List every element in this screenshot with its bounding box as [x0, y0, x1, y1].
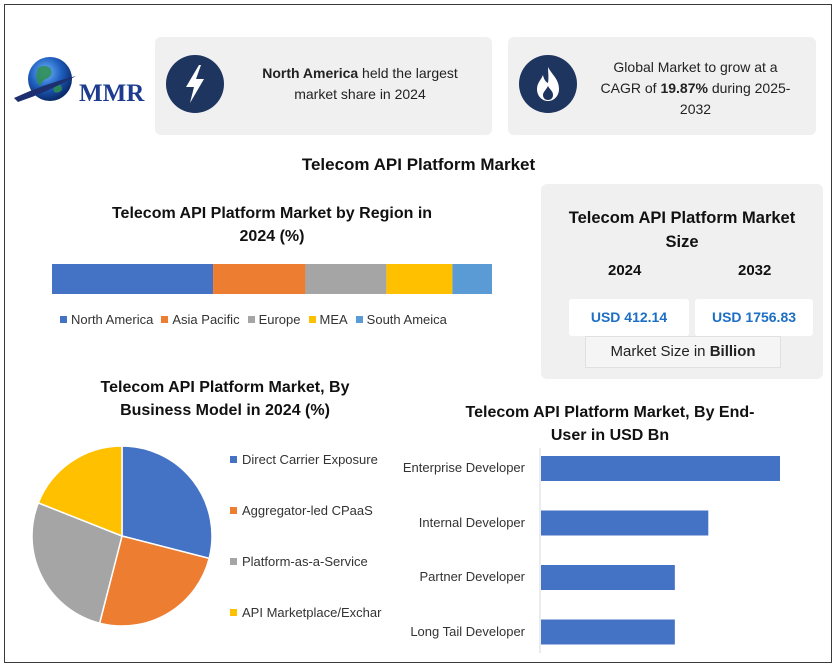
pie-slice-aggregator-led-cpaas	[98, 535, 211, 627]
end-user-bar-partner-developer	[541, 565, 675, 590]
legend-label: Europe	[258, 312, 301, 327]
unit-bold: Billion	[709, 343, 756, 360]
card-region-bold: North America	[262, 65, 359, 81]
highlight-card-region: North America held the largest market sh…	[155, 37, 492, 135]
region-legend-item-mea: MEA	[308, 312, 348, 327]
legend-label: Aggregator-led CPaaS	[242, 503, 373, 518]
region-stacked-bar	[52, 264, 492, 294]
legend-label: API Marketplace/Exchar	[242, 605, 382, 620]
value-2024: USD 412.14	[569, 299, 689, 336]
card-cagr-text: Global Market to grow at a CAGR of 19.87…	[588, 57, 803, 120]
legend-label: Direct Carrier Exposure	[242, 452, 378, 467]
region-legend-item-south-ameica: South Ameica	[355, 312, 447, 327]
pie-slice-direct-carrier-exposure	[121, 445, 213, 560]
value-2032: USD 1756.83	[695, 299, 813, 336]
region-chart-title: Telecom API Platform Market by Region in…	[52, 202, 492, 248]
unit-prefix: Market Size in	[610, 343, 710, 360]
legend-swatch	[230, 609, 237, 616]
end-user-chart-title: Telecom API Platform Market, By End- Use…	[420, 401, 800, 447]
business-model-pie	[31, 445, 213, 627]
end-user-bar-internal-developer	[541, 510, 709, 536]
region-segment-europe	[305, 264, 387, 294]
flame-icon	[537, 67, 559, 101]
card-cagr-line2-a: CAGR of	[600, 80, 661, 96]
card-cagr-line1: Global Market to grow at a	[613, 59, 778, 75]
highlight-card-cagr: Global Market to grow at a CAGR of 19.87…	[508, 37, 816, 135]
end-user-title-line2: User in USD Bn	[550, 427, 670, 444]
region-segment-south-ameica	[452, 264, 492, 294]
legend-label: South Ameica	[366, 312, 447, 327]
legend-label: North America	[71, 312, 154, 327]
market-size-title: Telecom API Platform Market Size	[541, 206, 823, 254]
region-legend: North America Asia Pacific Europe MEA South …	[60, 312, 447, 327]
business-model-title-line2: Business Model in 2024 (%)	[120, 402, 330, 419]
pie-legend-item-aggregator-led-cpaas: Aggregator-led CPaaS	[230, 503, 373, 518]
card-region-text: North America held the largest market sh…	[245, 63, 475, 105]
legend-swatch	[60, 316, 67, 323]
end-user-title-line1: Telecom API Platform Market, By End-	[465, 404, 755, 421]
market-size-title-line1: Telecom API Platform Market	[568, 209, 796, 227]
end-user-label-partner-developer: Partner Developer	[419, 569, 526, 584]
region-legend-item-asia-pacific: Asia Pacific	[161, 312, 240, 327]
lightning-bolt-icon	[186, 65, 204, 103]
region-segment-mea	[386, 264, 453, 294]
card-cagr-rate: 19.87%	[660, 80, 708, 96]
legend-swatch	[161, 316, 169, 323]
end-user-bar-long-tail-developer	[541, 619, 675, 645]
market-size-title-line2: Size	[665, 233, 699, 251]
card-cagr-line2-b: during 2025-	[707, 80, 791, 96]
card-icon-circle	[166, 55, 224, 113]
legend-label: MEA	[319, 312, 348, 327]
legend-swatch	[230, 558, 237, 565]
legend-label: Platform-as-a-Service	[242, 554, 368, 569]
card-region-rest: held the largest market share in 2024	[294, 65, 458, 102]
legend-swatch	[355, 316, 363, 323]
mmr-logo: MMR	[10, 52, 145, 114]
legend-swatch	[308, 316, 316, 323]
logo-text: MMR	[79, 80, 145, 107]
end-user-label-long-tail-developer: Long Tail Developer	[410, 623, 525, 639]
end-user-bar-chart	[539, 448, 780, 653]
market-size-unit: Market Size in Billion	[585, 336, 781, 368]
card-cagr-line3: 2032	[679, 101, 712, 117]
region-segment-asia-pacific	[213, 264, 306, 294]
pie-slice-platform-as-a-service	[31, 501, 123, 625]
card-icon-circle	[519, 55, 577, 113]
end-user-label-enterprise-developer: Enterprise Developer	[402, 460, 525, 475]
region-chart-title-line2: 2024 (%)	[239, 228, 305, 245]
end-user-bar-enterprise-developer	[541, 456, 780, 481]
market-size-card: Telecom API Platform Market Size 2024 20…	[541, 184, 823, 379]
page-title: Telecom API Platform Market	[301, 155, 536, 174]
region-legend-item-europe: Europe	[247, 312, 301, 327]
end-user-label-internal-developer: Internal Developer	[418, 514, 525, 530]
pie-slice-api-marketplace-exchar	[37, 445, 123, 538]
legend-swatch	[247, 316, 255, 323]
legend-label: Asia Pacific	[172, 312, 240, 327]
pie-legend-item-platform-as-a-service: Platform-as-a-Service	[230, 554, 368, 569]
business-model-chart-title: Telecom API Platform Market, By Business…	[60, 376, 390, 422]
legend-swatch	[230, 456, 237, 463]
pie-legend-item-api-marketplace-exchar: API Marketplace/Exchar	[230, 605, 381, 620]
legend-swatch	[230, 507, 237, 514]
region-chart-title-line1: Telecom API Platform Market by Region in	[111, 205, 433, 222]
pie-legend-item-direct-carrier-exposure: Direct Carrier Exposure	[230, 452, 378, 467]
business-model-title-line1: Telecom API Platform Market, By	[100, 379, 350, 396]
card-cagr-line2: CAGR of 19.87% during 2025-	[588, 78, 803, 99]
year-2032-label: 2032	[738, 262, 772, 279]
region-legend-item-north-america: North America	[60, 312, 153, 327]
year-2024-label: 2024	[608, 262, 642, 279]
region-segment-north-america	[52, 264, 214, 294]
globe-icon	[14, 57, 76, 102]
